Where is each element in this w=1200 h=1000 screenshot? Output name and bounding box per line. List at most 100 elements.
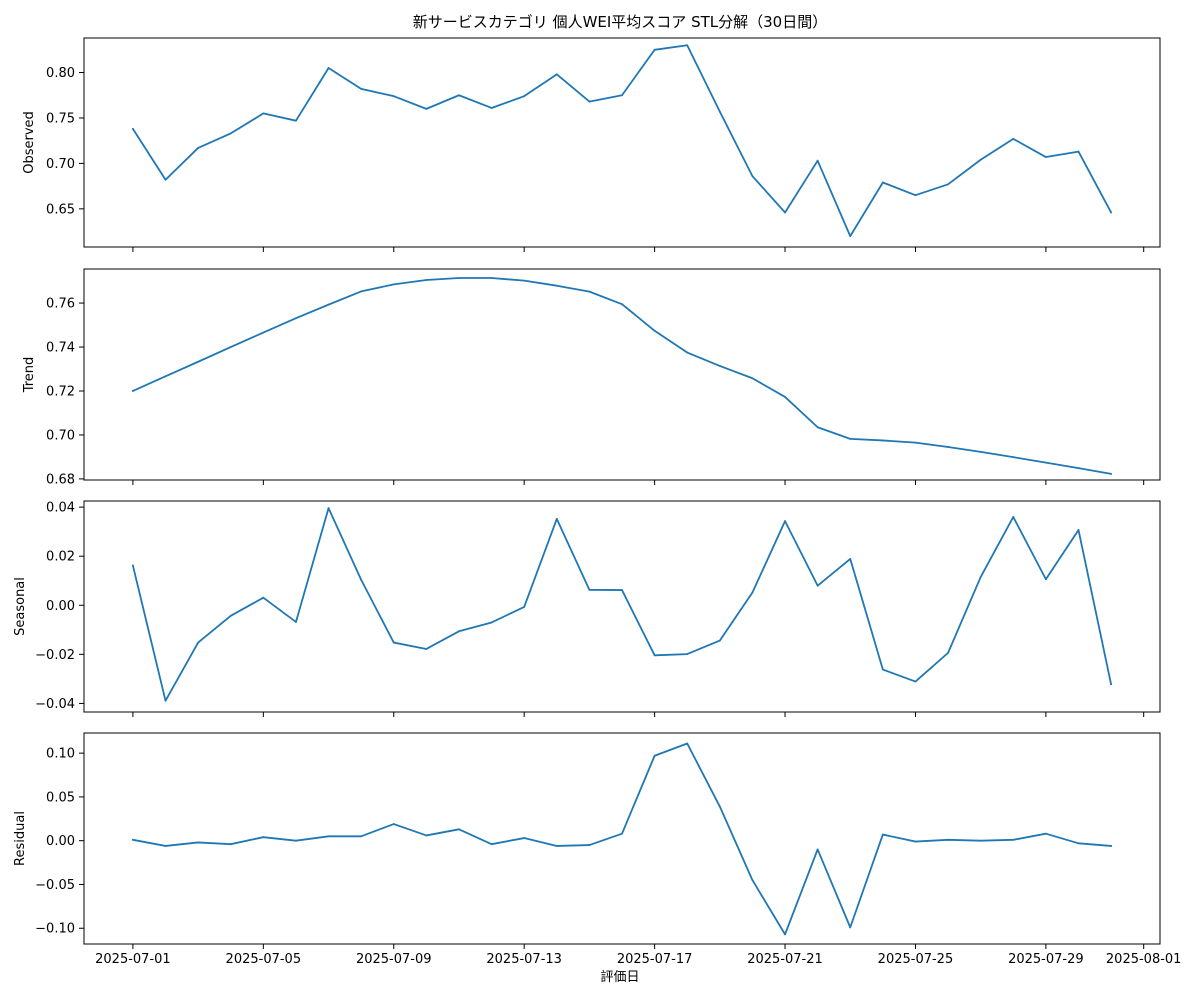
data-point — [588, 290, 591, 293]
data-point — [523, 279, 526, 282]
x-tick-label: 2025-07-29 — [1008, 952, 1084, 967]
data-point — [1012, 516, 1015, 518]
x-tick-label: 2025-07-21 — [747, 952, 823, 967]
data-point — [914, 194, 917, 197]
data-point — [816, 159, 819, 162]
data-point — [132, 127, 134, 130]
data-point — [1012, 137, 1015, 140]
data-point — [360, 290, 363, 293]
data-point — [327, 835, 330, 838]
data-point — [164, 375, 167, 378]
y-tick-label: 0.65 — [46, 202, 75, 217]
data-point — [784, 520, 786, 523]
data-point — [621, 832, 623, 835]
data-point — [262, 112, 265, 115]
data-point — [295, 621, 297, 623]
data-point — [425, 834, 428, 837]
x-tick-label: 2025-07-25 — [878, 952, 954, 967]
data-point — [588, 588, 591, 591]
x-axis-label: 評価日 — [600, 970, 639, 985]
y-tick-label: 0.80 — [46, 66, 75, 81]
x-tick-label: 2025-07-13 — [486, 952, 562, 967]
data-point — [816, 584, 819, 587]
data-point — [458, 94, 460, 97]
data-point — [1044, 578, 1047, 581]
x-tick-label: 2025-07-17 — [617, 952, 693, 967]
data-point — [490, 621, 493, 624]
data-point — [490, 107, 493, 109]
y-tick-label: 0.70 — [46, 428, 75, 443]
data-point — [718, 639, 721, 642]
data-point — [1110, 472, 1112, 475]
data-point — [295, 839, 297, 842]
data-point — [881, 439, 884, 442]
data-point — [425, 648, 428, 650]
data-point — [360, 578, 363, 581]
data-point — [555, 284, 558, 287]
data-point — [327, 507, 330, 510]
data-point — [621, 589, 623, 591]
data-point — [588, 844, 591, 846]
panel-frame — [83, 268, 1161, 481]
data-point — [555, 73, 558, 76]
data-point — [132, 838, 134, 841]
y-axis-label-observed: Observed — [22, 111, 37, 174]
data-point — [392, 283, 395, 286]
data-point — [1077, 150, 1080, 153]
y-tick-label: 0.04 — [46, 501, 75, 516]
data-point — [686, 742, 689, 745]
data-point — [1012, 456, 1015, 459]
data-point — [458, 630, 460, 633]
data-point — [360, 87, 363, 90]
data-point — [979, 839, 982, 842]
data-point — [751, 879, 754, 881]
series-line-trend — [132, 277, 1112, 475]
data-point — [425, 279, 428, 281]
data-point — [1044, 156, 1047, 158]
data-point — [197, 641, 200, 644]
y-tick-label: −0.04 — [35, 697, 75, 712]
data-point — [947, 183, 949, 186]
data-point — [849, 926, 852, 929]
data-point — [621, 94, 623, 97]
data-point — [653, 654, 656, 657]
x-tick-label: 2025-07-09 — [356, 952, 432, 967]
data-point — [523, 837, 526, 839]
x-tick-label: 2025-08-01 — [1106, 952, 1182, 967]
data-point — [914, 680, 917, 683]
data-point — [1012, 838, 1015, 841]
data-point — [784, 396, 786, 398]
data-point — [947, 838, 949, 841]
data-point — [686, 44, 689, 47]
data-point — [327, 67, 330, 69]
panel-frame — [83, 500, 1161, 713]
data-point — [262, 331, 265, 334]
chart-title: 新サービスカテゴリ 個人WEI平均スコア STL分解（30日間） — [413, 13, 827, 31]
data-point — [718, 365, 721, 367]
y-tick-label: 0.10 — [46, 747, 75, 762]
data-point — [849, 438, 852, 440]
y-tick-label: 0.72 — [46, 384, 75, 399]
data-point — [229, 132, 232, 135]
data-point — [1044, 461, 1047, 464]
data-point — [164, 178, 167, 181]
y-axis-label-seasonal: Seasonal — [13, 577, 28, 636]
data-point — [490, 843, 493, 846]
data-point — [1077, 529, 1080, 531]
y-tick-label: 0.75 — [46, 111, 75, 126]
series-line-seasonal — [132, 507, 1112, 702]
data-point — [1110, 211, 1112, 214]
data-point — [523, 95, 526, 98]
data-point — [392, 641, 395, 644]
data-point — [229, 346, 232, 348]
y-tick-label: 0.02 — [46, 550, 75, 565]
data-point — [132, 390, 134, 392]
panel-residual: −0.10 −0.05 0.00 0.05 0.10 Residual 2025-07-01… — [13, 732, 1182, 967]
data-point — [197, 147, 200, 149]
data-point — [523, 606, 526, 608]
y-tick-label: 0.05 — [46, 790, 75, 805]
data-point — [555, 845, 558, 847]
panel-trend: 0.68 0.70 0.72 0.74 0.76 Trend — [22, 268, 1161, 487]
data-point — [881, 833, 884, 836]
